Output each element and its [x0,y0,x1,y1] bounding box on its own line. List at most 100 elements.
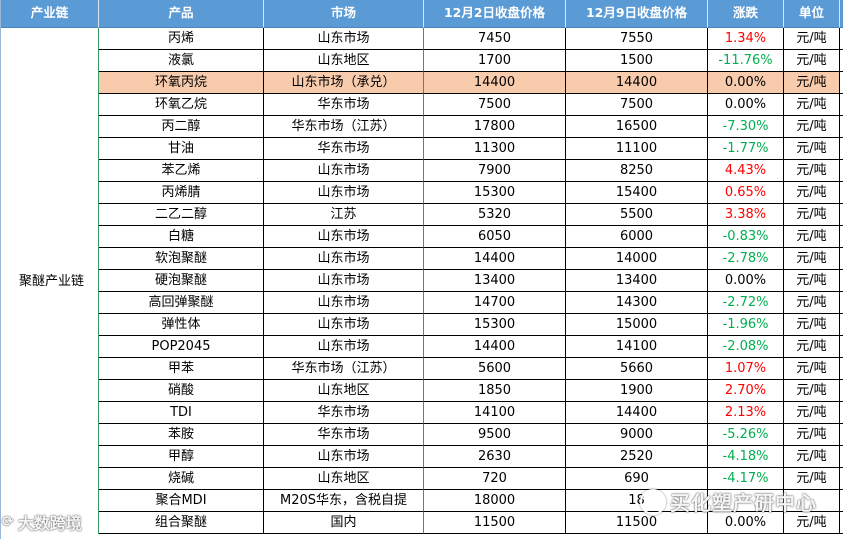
cell-price-dec9[interactable]: 14300 [566,292,708,314]
cell-price-dec2[interactable]: 2630 [424,446,566,468]
edge-cell[interactable] [840,380,843,402]
chain-merged-cell[interactable]: 聚醚产业链 [1,28,99,534]
cell-change[interactable]: 0.00% [708,270,784,292]
cell-price-dec9[interactable]: 18 [566,490,708,512]
header-edge-cell[interactable] [840,0,843,28]
header-change[interactable]: 涨跌 [708,0,784,28]
cell-product[interactable]: 液氯 [99,50,264,72]
cell-price-dec9[interactable]: 15400 [566,182,708,204]
cell-unit[interactable]: 元/吨 [784,248,840,270]
cell-price-dec9[interactable]: 5500 [566,204,708,226]
cell-product[interactable]: 软泡聚醚 [99,248,264,270]
cell-price-dec9[interactable]: 1500 [566,50,708,72]
cell-change[interactable]: -1.77% [708,138,784,160]
cell-price-dec2[interactable]: 5320 [424,204,566,226]
cell-product[interactable]: 二乙二醇 [99,204,264,226]
cell-price-dec9[interactable]: 11500 [566,512,708,534]
cell-product[interactable]: 白糖 [99,226,264,248]
cell-price-dec2[interactable]: 13400 [424,270,566,292]
cell-unit[interactable]: 元/吨 [784,50,840,72]
cell-product[interactable]: 丙二醇 [99,116,264,138]
cell-change[interactable]: 3.38% [708,204,784,226]
cell-market[interactable]: 山东市场 [264,28,424,50]
cell-unit[interactable]: 元/吨 [784,72,840,94]
cell-product[interactable]: 甲醇 [99,446,264,468]
cell-market[interactable]: 山东市场 [264,182,424,204]
edge-cell[interactable] [840,512,843,534]
cell-market[interactable]: 山东市场 [264,226,424,248]
cell-price-dec2[interactable]: 11500 [424,512,566,534]
cell-change[interactable]: -5.26% [708,424,784,446]
edge-cell[interactable] [840,204,843,226]
cell-unit[interactable]: 元/吨 [784,116,840,138]
cell-market[interactable]: 山东市场 [264,336,424,358]
cell-product[interactable]: 弹性体 [99,314,264,336]
edge-cell[interactable] [840,336,843,358]
cell-change[interactable]: 1.07% [708,358,784,380]
cell-price-dec2[interactable]: 1850 [424,380,566,402]
cell-unit[interactable]: 元/吨 [784,424,840,446]
cell-price-dec9[interactable]: 7550 [566,28,708,50]
cell-market[interactable]: 华东市场（江苏） [264,116,424,138]
cell-change[interactable]: -2.78% [708,248,784,270]
cell-price-dec2[interactable]: 720 [424,468,566,490]
cell-change[interactable]: 2.70% [708,380,784,402]
cell-change[interactable]: -4.18% [708,446,784,468]
cell-product[interactable]: 甲苯 [99,358,264,380]
cell-market[interactable]: 山东地区 [264,380,424,402]
edge-cell[interactable] [840,292,843,314]
cell-change[interactable]: 0.00% [708,94,784,116]
cell-market[interactable]: M20S华东，含税自提 [264,490,424,512]
cell-price-dec2[interactable]: 14700 [424,292,566,314]
cell-price-dec9[interactable]: 14100 [566,336,708,358]
cell-price-dec2[interactable]: 14400 [424,336,566,358]
cell-market[interactable]: 山东市场 [264,270,424,292]
cell-change[interactable]: -1.96% [708,314,784,336]
cell-price-dec2[interactable]: 7500 [424,94,566,116]
cell-change[interactable]: -2.72% [708,292,784,314]
cell-product[interactable]: 硬泡聚醚 [99,270,264,292]
edge-cell[interactable] [840,468,843,490]
cell-product[interactable]: 苯乙烯 [99,160,264,182]
cell-change[interactable]: 0.00% [708,72,784,94]
cell-change[interactable] [708,490,784,512]
cell-price-dec2[interactable]: 18000 [424,490,566,512]
cell-price-dec9[interactable]: 5660 [566,358,708,380]
cell-price-dec2[interactable]: 1700 [424,50,566,72]
cell-unit[interactable]: 元/吨 [784,358,840,380]
cell-price-dec2[interactable]: 5600 [424,358,566,380]
cell-price-dec9[interactable]: 13400 [566,270,708,292]
cell-unit[interactable]: 元/吨 [784,314,840,336]
edge-cell[interactable] [840,72,843,94]
edge-cell[interactable] [840,138,843,160]
cell-market[interactable]: 山东市场 [264,314,424,336]
cell-price-dec9[interactable]: 8250 [566,160,708,182]
cell-unit[interactable]: 元/吨 [784,204,840,226]
cell-market[interactable]: 华东市场 [264,402,424,424]
cell-change[interactable]: 1.34% [708,28,784,50]
cell-price-dec2[interactable]: 14400 [424,248,566,270]
cell-price-dec9[interactable]: 9000 [566,424,708,446]
cell-change[interactable]: 4.43% [708,160,784,182]
cell-change[interactable]: 0.00% [708,512,784,534]
cell-price-dec2[interactable]: 15300 [424,182,566,204]
cell-unit[interactable]: 元/吨 [784,226,840,248]
cell-market[interactable]: 华东市场（江苏） [264,358,424,380]
cell-price-dec9[interactable]: 1900 [566,380,708,402]
cell-unit[interactable]: 元/吨 [784,468,840,490]
cell-price-dec9[interactable]: 14400 [566,72,708,94]
cell-unit[interactable]: 元/吨 [784,402,840,424]
header-product[interactable]: 产品 [99,0,264,28]
cell-price-dec9[interactable]: 2520 [566,446,708,468]
cell-unit[interactable]: 元/吨 [784,292,840,314]
edge-cell[interactable] [840,358,843,380]
cell-market[interactable]: 山东地区 [264,468,424,490]
cell-market[interactable]: 华东市场 [264,138,424,160]
edge-cell[interactable] [840,226,843,248]
cell-change[interactable]: -11.76% [708,50,784,72]
cell-unit[interactable]: 元/吨 [784,512,840,534]
edge-cell[interactable] [840,314,843,336]
cell-price-dec2[interactable]: 9500 [424,424,566,446]
cell-unit[interactable]: 元/吨 [784,270,840,292]
cell-product[interactable]: 组合聚醚 [99,512,264,534]
